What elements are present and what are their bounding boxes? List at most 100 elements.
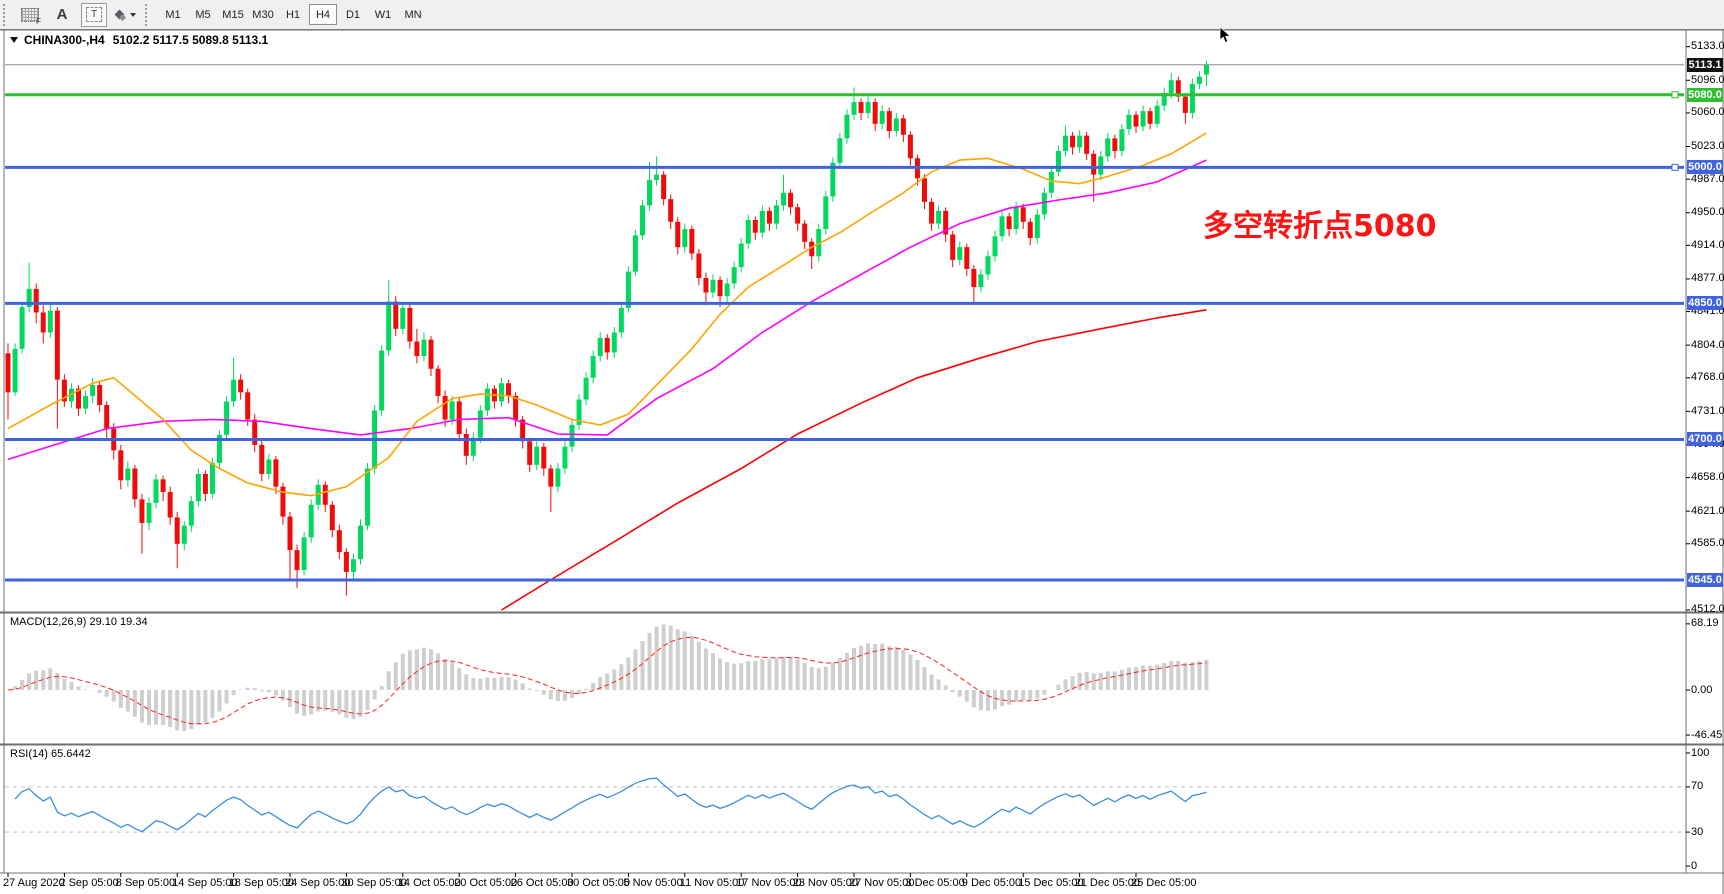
candle-body (153, 479, 159, 503)
price-tick-label: 4658.0 (1691, 471, 1724, 484)
timeframe-m1[interactable]: M1 (159, 4, 187, 25)
candle-body (365, 468, 371, 526)
dropdown-caret-icon (130, 12, 136, 17)
candle-body (1204, 64, 1209, 75)
timeframe-m5[interactable]: M5 (189, 4, 217, 25)
candle-body (520, 419, 526, 442)
level-price-badge: 4700.0 (1687, 432, 1723, 447)
grid-icon (21, 7, 39, 22)
chart-title[interactable]: CHINA300-,H4 5102.2 5117.5 5089.8 5113.1 (10, 33, 268, 47)
candle-body (625, 271, 631, 308)
timeframe-m30[interactable]: M30 (249, 4, 277, 25)
price-tick-label: 4987.0 (1691, 172, 1724, 185)
date-tick-label: 11 Nov 05:00 (679, 877, 745, 889)
price-tick-label: 4914.0 (1691, 238, 1724, 251)
candle-body (527, 441, 533, 465)
candle-body (879, 111, 885, 124)
candle-body (611, 332, 617, 353)
rsi-tick-label: 70 (1691, 780, 1704, 793)
timeframe-toolbar: M1 M5 M15 M30 H1 H4 D1 W1 MN (158, 4, 428, 25)
candle-body (308, 504, 314, 538)
date-tick-label: 27 Aug 2020 (3, 877, 65, 889)
candle-body (1161, 92, 1167, 106)
timeframe-h1[interactable]: H1 (279, 4, 307, 25)
candle-body (132, 468, 138, 500)
candle-body (759, 210, 765, 233)
date-tick-label: 14 Sep 05:00 (172, 877, 238, 889)
candle-body (985, 256, 991, 275)
candle-body (1140, 111, 1146, 127)
level-price-badge: 4545.0 (1687, 573, 1723, 588)
text-label-tool-button[interactable]: T (81, 2, 107, 27)
price-tick-label: 4731.0 (1691, 404, 1724, 417)
candle-body (146, 502, 152, 523)
candle-body (781, 192, 786, 206)
candle-body (12, 348, 18, 393)
date-tick-label: 15 Dec 05:00 (1018, 877, 1084, 889)
candle-body (513, 395, 519, 420)
candle-body (76, 388, 81, 409)
timeframe-mn[interactable]: MN (399, 4, 427, 25)
candle-body (978, 274, 984, 288)
candle-body (160, 479, 166, 493)
date-tick-label: 30 Sep 05:00 (341, 877, 407, 889)
candle-body (1027, 221, 1033, 239)
price-tick-label: 4950.0 (1691, 206, 1724, 219)
candle-body (266, 459, 272, 474)
candle-body (640, 205, 645, 236)
candle-body (336, 530, 342, 552)
candle-body (1020, 207, 1026, 222)
price-tick-label: 4585.0 (1691, 537, 1724, 550)
line-handle[interactable] (1671, 91, 1679, 99)
price-tick-label: 4621.0 (1691, 504, 1724, 517)
candle-body (569, 424, 575, 447)
candle-body (435, 368, 441, 396)
candle-body (1105, 138, 1111, 157)
candle-body (407, 307, 413, 342)
candle-body (745, 219, 751, 244)
candle-body (273, 459, 279, 487)
candle-body (104, 404, 110, 429)
toolbar-grip[interactable] (3, 3, 10, 26)
arrows-tool-button[interactable] (113, 3, 139, 27)
candle-body (456, 401, 462, 435)
insert-text-button[interactable]: A (49, 3, 75, 27)
candle-body (971, 268, 977, 288)
candle-body (851, 102, 857, 115)
candle-body (1034, 214, 1040, 239)
timeframe-d1[interactable]: D1 (339, 4, 367, 25)
candle-body (1077, 135, 1083, 148)
rsi-tick-label: 0 (1691, 859, 1698, 872)
price-tick-label: 4877.0 (1691, 272, 1724, 285)
candle-body (139, 499, 145, 523)
candle-body (1119, 129, 1125, 152)
line-handle[interactable] (1671, 163, 1679, 171)
candle-body (597, 337, 603, 357)
candle-body (922, 178, 927, 202)
candle-body (224, 401, 230, 435)
candle-body (238, 379, 244, 393)
timeframe-h4[interactable]: H4 (309, 4, 337, 25)
candle-body (414, 341, 420, 357)
symbol-dropdown-icon (10, 37, 18, 43)
candle-body (999, 216, 1005, 237)
candle-body (752, 219, 758, 233)
timeframe-w1[interactable]: W1 (369, 4, 397, 25)
candle-body (1154, 105, 1160, 124)
date-tick-label: 20 Oct 05:00 (454, 877, 518, 889)
candle-body (788, 192, 794, 208)
candle-body (886, 111, 892, 132)
candle-body (1126, 114, 1132, 130)
candle-body (1006, 216, 1012, 230)
candle-body (379, 350, 385, 411)
grid-settings-button[interactable]: F (17, 3, 43, 27)
candle-body (992, 236, 998, 257)
toolbar-separator[interactable] (145, 3, 152, 26)
candle-body (858, 102, 864, 113)
timeframe-m15[interactable]: M15 (219, 4, 247, 25)
candle-body (950, 234, 956, 260)
chart-annotation-text: 多空转折点5080 (1203, 209, 1437, 244)
grid-icon-label: F (36, 16, 41, 26)
